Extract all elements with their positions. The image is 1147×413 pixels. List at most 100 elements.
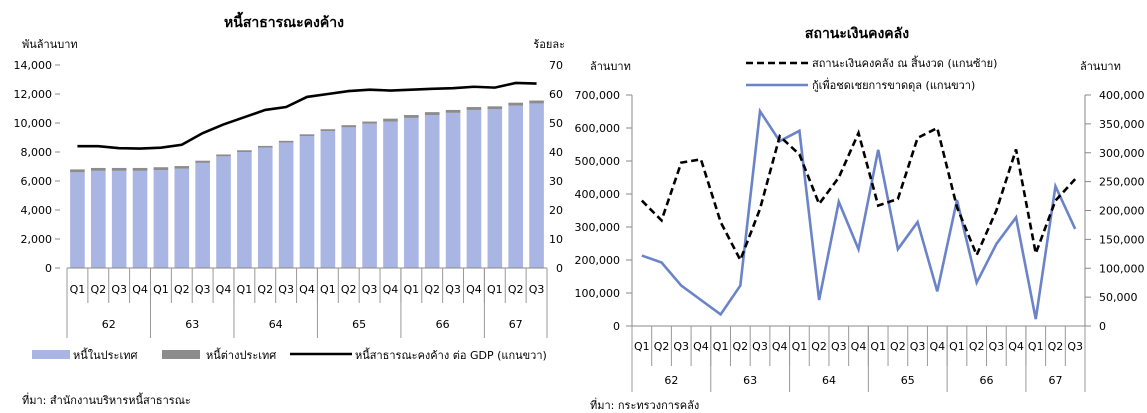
bar-foreign-debt <box>111 167 127 171</box>
bar-foreign-debt <box>529 100 544 104</box>
x-year-label: 66 <box>980 374 994 387</box>
x-tick-label: Q2 <box>90 283 106 296</box>
x-tick-label: Q3 <box>1067 340 1083 353</box>
y-tick-left: 200,000 <box>575 254 621 267</box>
y-tick-right: 50,000 <box>1099 291 1138 304</box>
bar-domestic-debt <box>487 109 503 268</box>
bar-foreign-debt <box>445 109 461 113</box>
bar-domestic-debt <box>111 170 127 268</box>
x-tick-label: Q4 <box>299 283 315 296</box>
source-note: ที่มา: สำนักงานบริหารหนี้สาธารณะ <box>22 392 191 407</box>
x-tick-label: Q3 <box>445 283 461 296</box>
y-axis-right-label: ล้านบาท <box>1080 60 1121 73</box>
x-tick-label: Q4 <box>772 340 788 353</box>
chart-title: หนี้สาธารณะคงค้าง <box>224 11 344 31</box>
x-tick-label: Q2 <box>257 283 273 296</box>
x-tick-label: Q3 <box>910 340 926 353</box>
legend-label-ratio: หนี้สาธารณะคงค้าง ต่อ GDP (แกนขวา) <box>355 347 547 362</box>
legend-swatch-foreign <box>162 350 200 359</box>
bar-domestic-debt <box>216 156 231 268</box>
x-tick-label: Q4 <box>929 340 945 353</box>
y-tick-left: 4,000 <box>21 204 53 217</box>
bar-foreign-debt <box>320 129 336 131</box>
x-tick-label: Q2 <box>654 340 670 353</box>
x-year-label: 67 <box>1048 374 1062 387</box>
y-axis-right-label: ร้อยละ <box>533 38 565 51</box>
y-tick-left: 0 <box>613 320 620 333</box>
x-year-label: 66 <box>436 318 450 331</box>
bar-foreign-debt <box>362 121 377 124</box>
x-tick-label: Q4 <box>466 283 482 296</box>
bar-domestic-debt <box>237 152 252 268</box>
x-tick-label: Q4 <box>693 340 709 353</box>
y-axis-left-label: ล้านบาท <box>590 60 631 73</box>
x-tick-label: Q3 <box>278 283 294 296</box>
x-tick-label: Q3 <box>831 340 847 353</box>
line-treasury-balance <box>640 126 1077 264</box>
bar-foreign-debt <box>466 107 482 110</box>
y-tick-left: 0 <box>45 262 52 275</box>
bar-foreign-debt <box>91 167 106 171</box>
x-tick-label: Q2 <box>890 340 906 353</box>
bar-foreign-debt <box>132 167 148 171</box>
y-tick-left: 8,000 <box>21 146 53 159</box>
y-tick-right: 60 <box>549 88 563 101</box>
x-tick-label: Q1 <box>404 283 420 296</box>
treasury-balance-chart: สถานะเงินคงคลังล้านบาท ล้านบาท 0 100,000 200… <box>575 26 1145 412</box>
x-tick-label: Q1 <box>237 283 253 296</box>
x-tick-label: Q1 <box>70 283 86 296</box>
bar-domestic-debt <box>362 123 377 268</box>
x-year-label: 64 <box>269 318 283 331</box>
bar-foreign-debt <box>424 112 440 116</box>
x-tick-label: Q1 <box>949 340 965 353</box>
legend-label-domestic: หนี้ในประเทศ <box>73 347 137 362</box>
y-tick-right: 0 <box>556 262 563 275</box>
x-tick-label: Q2 <box>424 283 440 296</box>
bar-foreign-debt <box>299 134 315 137</box>
bar-foreign-debt <box>383 118 398 122</box>
y-tick-right: 50 <box>549 117 563 130</box>
bar-domestic-debt <box>320 130 336 268</box>
bar-domestic-debt <box>424 115 440 269</box>
x-tick-label: Q1 <box>634 340 650 353</box>
x-year-label: 63 <box>743 374 757 387</box>
bar-foreign-debt <box>195 160 210 163</box>
x-tick-label: Q1 <box>153 283 169 296</box>
x-tick-label: Q2 <box>732 340 748 353</box>
bar-foreign-debt <box>237 150 252 152</box>
y-tick-right: 30 <box>549 175 563 188</box>
x-tick-label: Q1 <box>870 340 886 353</box>
bar-domestic-debt <box>174 168 190 268</box>
y-tick-right: 200,000 <box>1099 205 1145 218</box>
y-tick-right: 0 <box>1099 320 1106 333</box>
bar-foreign-debt <box>70 169 85 173</box>
bar-domestic-debt <box>195 162 210 268</box>
bar-foreign-debt <box>487 106 503 110</box>
public-debt-chart: หนี้สาธารณะคงค้างพันล้านบาท ร้อยละ 0 2,000 4… <box>14 11 566 407</box>
line-debt-to-gdp <box>77 81 537 150</box>
y-tick-left: 6,000 <box>21 175 53 188</box>
x-year-label: 63 <box>185 318 199 331</box>
x-tick-label: Q1 <box>1028 340 1044 353</box>
x-tick-label: Q2 <box>1048 340 1064 353</box>
x-year-label: 65 <box>901 374 915 387</box>
x-tick-label: Q4 <box>383 283 399 296</box>
bar-domestic-debt <box>299 136 315 268</box>
y-axis-left-label: พันล้านบาท <box>22 38 78 51</box>
x-tick-label: Q2 <box>174 283 190 296</box>
line-deficit-borrowing <box>641 107 1077 320</box>
x-tick-label: Q3 <box>111 283 127 296</box>
bar-foreign-debt <box>153 167 169 171</box>
x-tick-label: Q3 <box>989 340 1005 353</box>
legend-swatch-domestic <box>32 350 70 359</box>
y-tick-left: 12,000 <box>14 88 53 101</box>
y-tick-right: 150,000 <box>1099 233 1145 246</box>
y-tick-left: 500,000 <box>575 155 621 168</box>
bar-foreign-debt <box>278 140 294 143</box>
chart-title: สถานะเงินคงคลัง <box>805 26 909 42</box>
x-tick-label: Q2 <box>811 340 827 353</box>
y-tick-left: 300,000 <box>575 221 621 234</box>
y-tick-right: 100,000 <box>1099 262 1145 275</box>
bar-domestic-debt <box>466 109 482 268</box>
